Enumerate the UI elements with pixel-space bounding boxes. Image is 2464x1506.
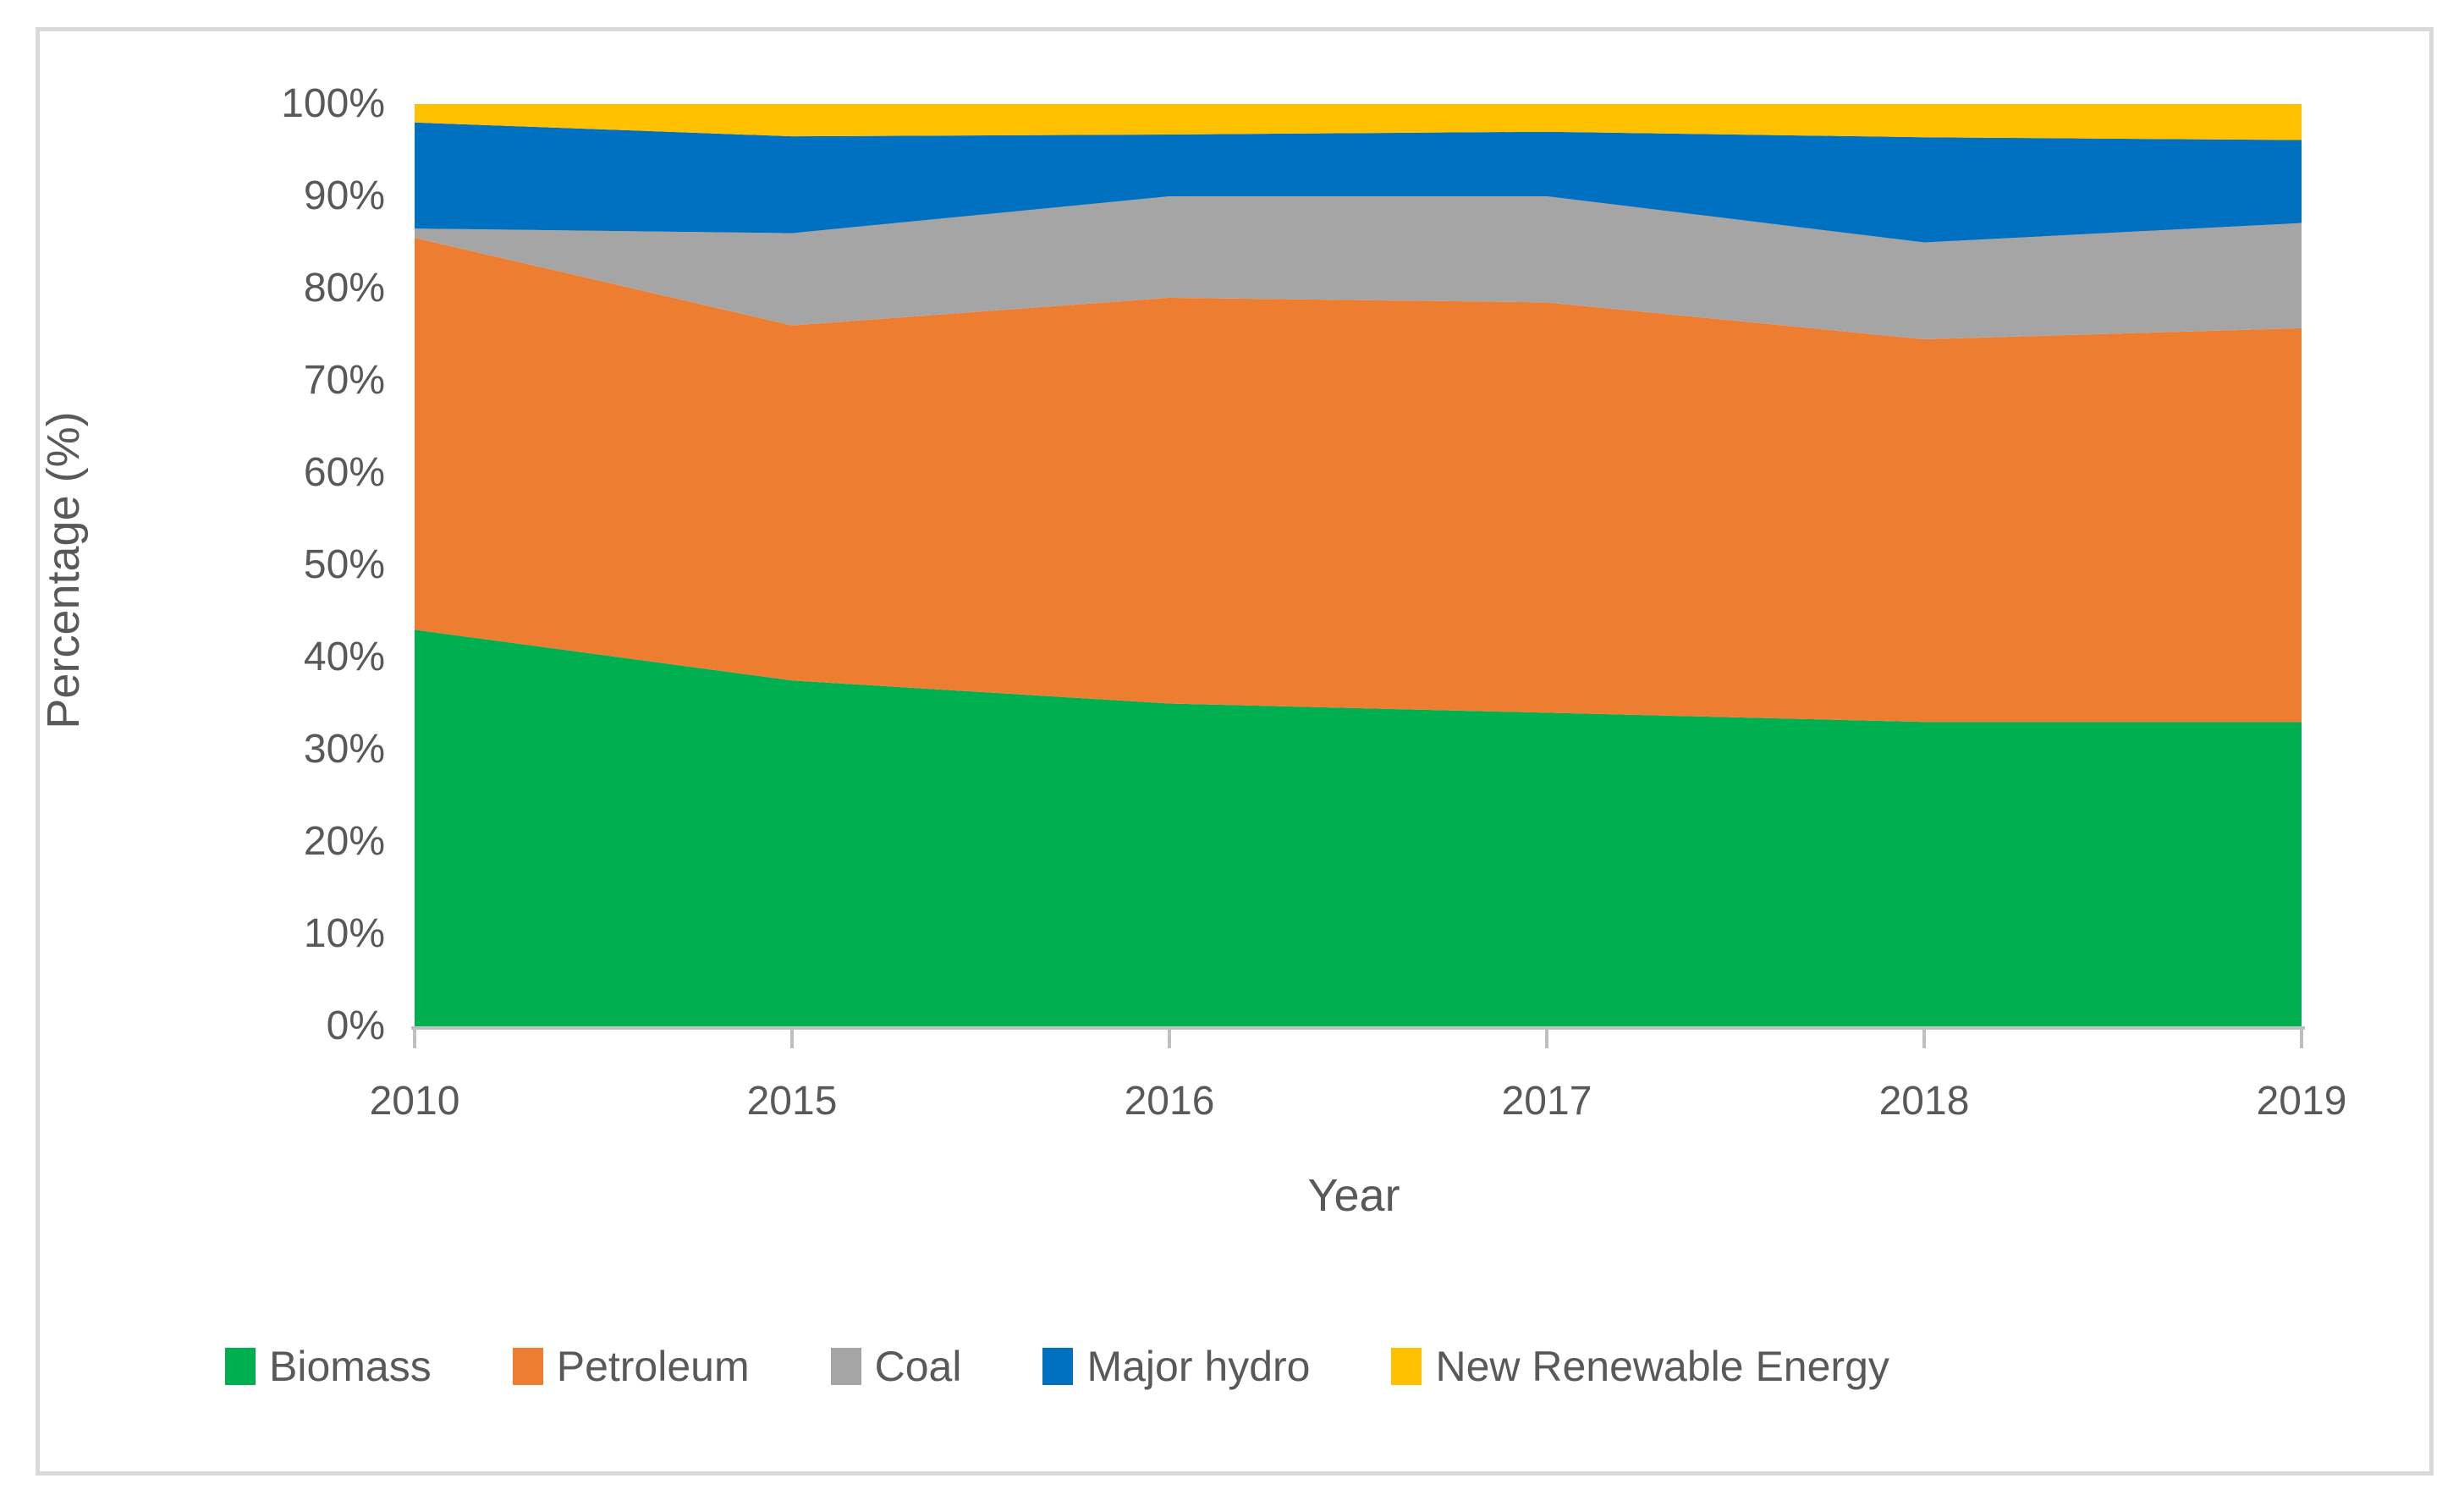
y-tick-label-30pct: 30%: [303, 727, 385, 772]
area-series-biomass: [415, 629, 2302, 1026]
x-axis-line-and-ticks: [411, 1026, 2305, 1048]
y-tick-label-20pct: 20%: [303, 819, 385, 864]
legend-swatch-icon: [512, 1348, 543, 1385]
x-tick-label-2017: 2017: [1501, 1079, 1592, 1124]
legend-label: Biomass: [269, 1343, 432, 1390]
legend-item-biomass: Biomass: [225, 1344, 432, 1389]
y-axis-title: Percentage (%): [38, 411, 89, 729]
y-tick-label-70pct: 70%: [303, 358, 385, 403]
legend-item-coal: Coal: [830, 1343, 962, 1390]
legend-swatch-icon: [225, 1348, 256, 1385]
area-series-layers: [415, 104, 2302, 1026]
legend-label: New Renewable Energy: [1435, 1343, 1889, 1390]
legend-item-major-hydro: Major hydro: [1042, 1344, 1310, 1389]
legend-item-petroleum: Petroleum: [512, 1343, 750, 1390]
y-tick-label-100pct: 100%: [281, 81, 385, 126]
legend-item-new-renewable-energy: New Renewable Energy: [1391, 1344, 1889, 1389]
x-tick-label-2015: 2015: [746, 1079, 838, 1124]
legend-label: Major hydro: [1086, 1343, 1311, 1390]
y-tick-label-90pct: 90%: [303, 173, 385, 218]
y-tick-label-80pct: 80%: [303, 266, 385, 311]
legend-label: Coal: [874, 1343, 962, 1390]
area-series-coal: [415, 196, 2302, 339]
x-tick-label-2010: 2010: [369, 1079, 460, 1124]
legend-swatch-icon: [830, 1348, 861, 1385]
y-tick-label-40pct: 40%: [303, 635, 385, 679]
y-tick-label-60pct: 60%: [303, 450, 385, 495]
y-tick-label-10pct: 10%: [303, 911, 385, 956]
legend-swatch-icon: [1391, 1348, 1422, 1385]
y-tick-label-50pct: 50%: [303, 542, 385, 587]
legend-swatch-icon: [1042, 1348, 1074, 1385]
area-series-new-renewable-energy: [415, 104, 2302, 140]
area-series-major-hydro: [415, 122, 2302, 243]
legend: Biomass Petroleum Coal Major hydro New Renew…: [225, 1344, 2256, 1389]
x-tick-label-2016: 2016: [1124, 1079, 1215, 1124]
x-tick-label-2019: 2019: [2256, 1079, 2347, 1124]
area-series-petroleum: [415, 238, 2302, 723]
x-tick-label-2018: 2018: [1878, 1079, 1970, 1124]
legend-label: Petroleum: [556, 1343, 750, 1390]
y-tick-label-0pct: 0%: [326, 1003, 385, 1048]
x-axis-title: Year: [1307, 1170, 1400, 1221]
